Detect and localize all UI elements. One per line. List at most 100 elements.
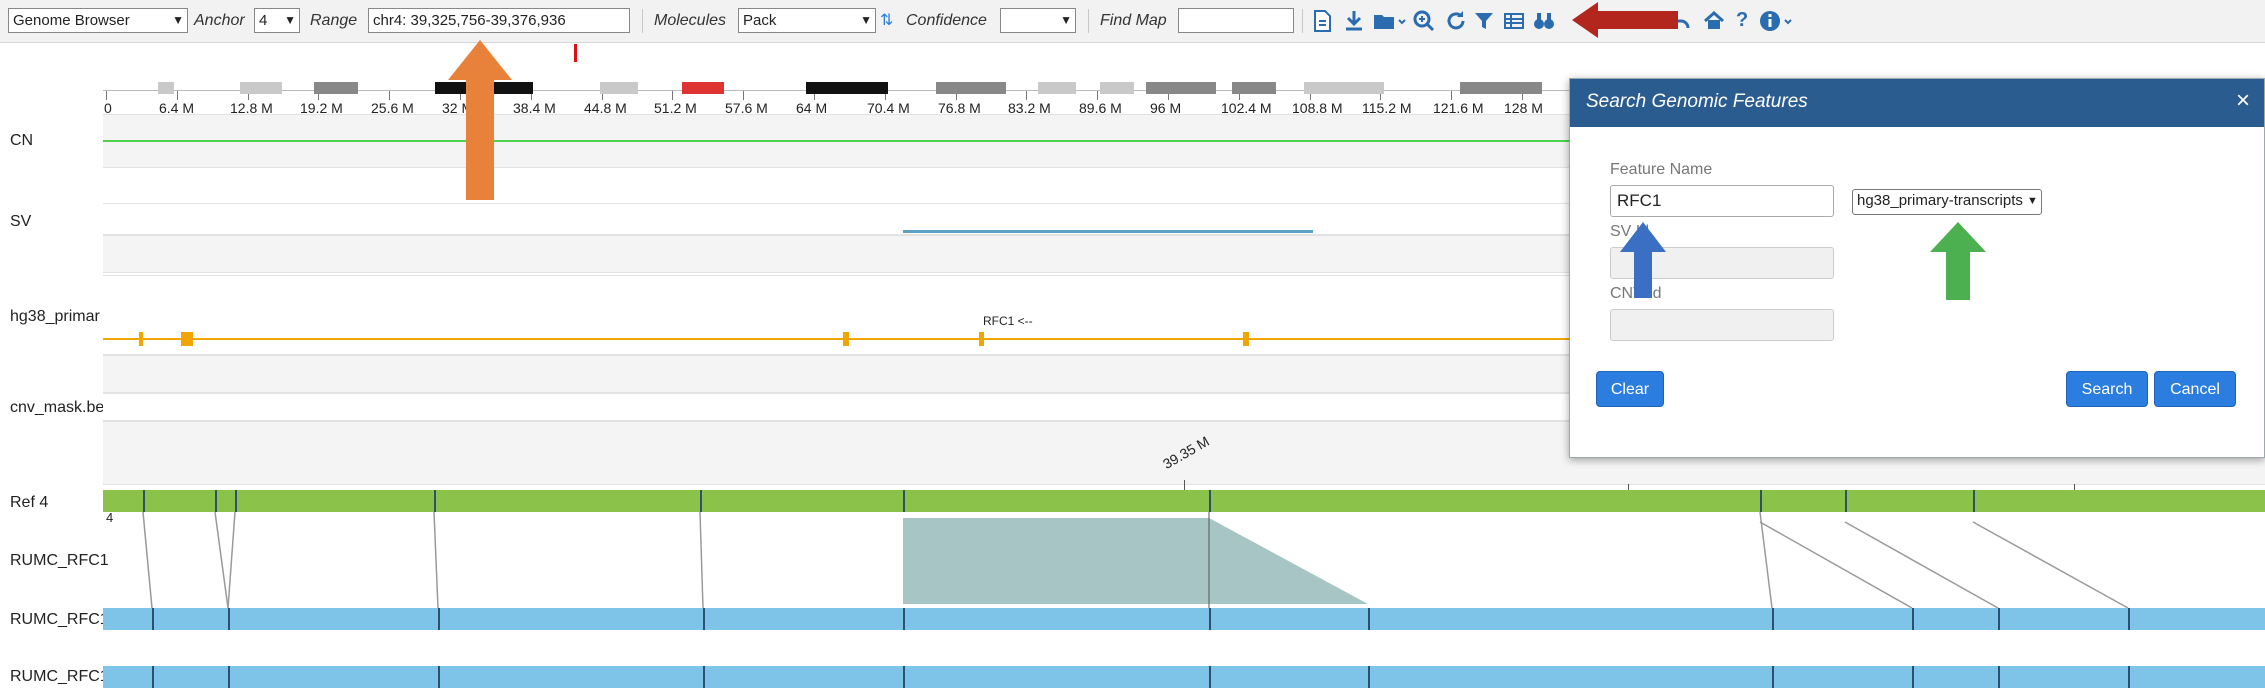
ruler-tick-label: 76.8 M bbox=[938, 100, 981, 116]
ruler-tick bbox=[1097, 91, 1098, 100]
ruler-tick-label: 6.4 M bbox=[159, 100, 195, 116]
help-icon[interactable]: ? bbox=[1736, 9, 1749, 31]
alignment-lines bbox=[142, 512, 2129, 609]
ruler-tick bbox=[1522, 91, 1523, 100]
ref-label-mark bbox=[1209, 490, 1211, 512]
refresh-icon[interactable] bbox=[1444, 8, 1468, 34]
molecules-label: Molecules bbox=[654, 12, 727, 29]
molecules-select[interactable]: Pack ▼ bbox=[738, 8, 876, 33]
cn-line bbox=[103, 140, 1569, 142]
ruler-tick-label: 89.6 M bbox=[1079, 100, 1122, 116]
find-map-input[interactable] bbox=[1178, 8, 1294, 33]
ruler-tick-label: 64 M bbox=[796, 100, 828, 116]
confidence-label: Confidence bbox=[906, 12, 987, 29]
folder-open-icon[interactable] bbox=[1372, 8, 1406, 34]
toolbar: Genome Browser ▼ Anchor 4 ▼ Range chr4: 39… bbox=[0, 0, 2265, 43]
track-label-molecule-1: RUMC_RFC1 bbox=[10, 552, 109, 569]
ruler-tick-label: 128 M bbox=[1504, 100, 1543, 116]
feature-name-input[interactable]: RFC1 bbox=[1610, 185, 1834, 217]
cytoband bbox=[600, 82, 638, 94]
dialog-title: Search Genomic Features bbox=[1586, 91, 1808, 112]
cytoband bbox=[936, 82, 1006, 94]
molecule-label-mark bbox=[1912, 608, 1914, 630]
chevron-down-icon: ▼ bbox=[860, 13, 872, 27]
ruler-tick-label: 83.2 M bbox=[1008, 100, 1051, 116]
molecule-label-mark bbox=[2128, 608, 2130, 630]
molecule-map-1[interactable] bbox=[103, 608, 2265, 630]
ruler-tick-label: 38.4 M bbox=[513, 100, 556, 116]
anchor-select[interactable]: 4 ▼ bbox=[254, 8, 300, 33]
ref-label-mark bbox=[903, 490, 905, 512]
cytoband bbox=[1304, 82, 1384, 94]
clear-button[interactable]: Clear bbox=[1596, 371, 1664, 407]
zoom-in-icon[interactable] bbox=[1412, 8, 1436, 34]
download-icon[interactable] bbox=[1342, 8, 1366, 34]
ruler-tick bbox=[460, 91, 461, 100]
dialog-header: Search Genomic Features × bbox=[1570, 79, 2264, 127]
ref-number: 4 bbox=[106, 510, 114, 525]
binoculars-icon[interactable] bbox=[1532, 8, 1556, 34]
ruler-tick-label: 44.8 M bbox=[584, 100, 627, 116]
ruler-tick-label: 96 M bbox=[1150, 100, 1182, 116]
cytoband bbox=[1460, 82, 1542, 94]
exon bbox=[181, 332, 193, 346]
track-label-ref: Ref 4 bbox=[10, 494, 49, 511]
ref-label-mark bbox=[434, 490, 436, 512]
cytoband bbox=[806, 82, 888, 94]
ref-label-mark bbox=[700, 490, 702, 512]
confidence-select[interactable]: ▼ bbox=[1000, 8, 1076, 33]
gene-label[interactable]: RFC1 <-- bbox=[983, 314, 1033, 328]
exon bbox=[139, 332, 143, 346]
chevron-down-icon: ▼ bbox=[284, 13, 296, 27]
reference-map[interactable] bbox=[103, 490, 2265, 512]
molecule-label-mark bbox=[703, 666, 705, 688]
cnv-id-input[interactable] bbox=[1610, 309, 1834, 341]
position-tick bbox=[1184, 480, 1185, 491]
find-map-label: Find Map bbox=[1100, 12, 1167, 29]
molecule-label-mark bbox=[1772, 608, 1774, 630]
red-arrow-icon bbox=[1572, 2, 1678, 38]
molecule-label-mark bbox=[1209, 608, 1211, 630]
source-select[interactable]: hg38_primary-transcripts ▼ bbox=[1852, 189, 2042, 215]
ruler-tick bbox=[885, 91, 886, 100]
cancel-button[interactable]: Cancel bbox=[2154, 371, 2236, 407]
table-icon[interactable] bbox=[1502, 8, 1526, 34]
close-icon[interactable]: × bbox=[2235, 87, 2250, 114]
position-tick bbox=[1628, 484, 1629, 491]
ruler-tick bbox=[814, 91, 815, 100]
ruler-tick-label: 32 M bbox=[442, 100, 474, 116]
cytoband bbox=[1146, 82, 1216, 94]
divider bbox=[642, 9, 643, 33]
molecule-label-mark bbox=[1912, 666, 1914, 688]
molecule-label-mark bbox=[1998, 608, 2000, 630]
position-tick bbox=[2074, 484, 2075, 491]
molecule-map-2[interactable] bbox=[103, 666, 2265, 688]
sort-icon[interactable]: ⇅ bbox=[880, 12, 894, 29]
range-label: Range bbox=[310, 12, 358, 29]
chevron-down-icon: ▼ bbox=[1060, 13, 1072, 27]
view-select[interactable]: Genome Browser ▼ bbox=[8, 8, 188, 33]
filter-icon[interactable] bbox=[1472, 8, 1496, 34]
chevron-down-icon: ▼ bbox=[2027, 195, 2038, 207]
anchor-label: Anchor bbox=[194, 12, 245, 29]
search-dialog: Search Genomic Features × Feature Name R… bbox=[1569, 78, 2265, 458]
divider bbox=[1088, 9, 1089, 33]
ruler-tick-label: 25.6 M bbox=[371, 100, 414, 116]
ruler-tick bbox=[389, 91, 390, 100]
molecule-label-mark bbox=[1209, 666, 1211, 688]
ruler-tick bbox=[531, 91, 532, 100]
home-icon[interactable] bbox=[1702, 8, 1726, 34]
cytoband bbox=[314, 82, 358, 94]
search-button[interactable]: Search bbox=[2066, 371, 2148, 407]
ref-label-mark bbox=[235, 490, 237, 512]
gene-line bbox=[103, 338, 1569, 340]
range-input[interactable]: chr4: 39,325,756-39,376,936 bbox=[368, 8, 630, 33]
ref-label-mark bbox=[143, 490, 145, 512]
info-icon[interactable] bbox=[1758, 8, 1792, 34]
pdf-icon[interactable] bbox=[1310, 8, 1334, 34]
track-label-sv: SV bbox=[10, 213, 32, 230]
ruler-tick bbox=[956, 91, 957, 100]
blue-arrow-icon bbox=[1620, 222, 1666, 298]
molecule-label-mark bbox=[1368, 666, 1370, 688]
ruler-tick bbox=[602, 91, 603, 100]
